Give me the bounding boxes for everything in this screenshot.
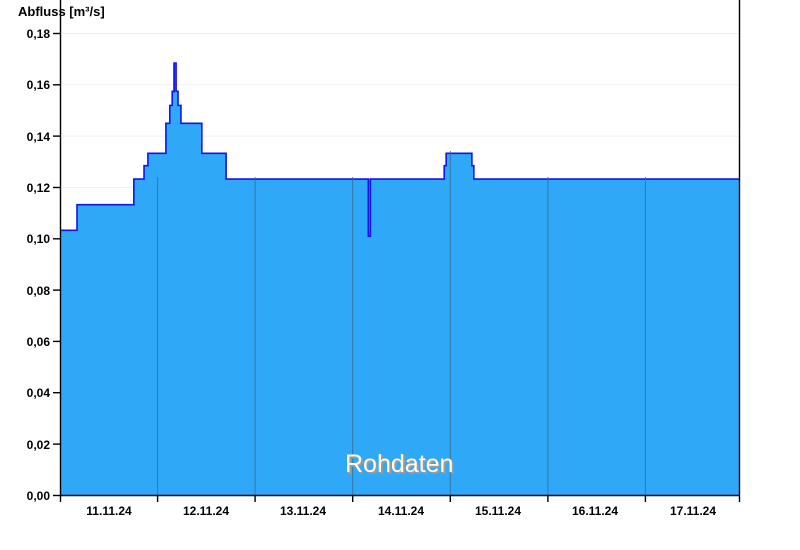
ytick-label-0-14: 0,14 — [26, 130, 50, 144]
xtick-label-14-11-24: 14.11.24 — [377, 504, 425, 518]
ytick-label-0-16: 0,16 — [26, 78, 50, 92]
xtick-label-12-11-24: 12.11.24 — [182, 504, 230, 518]
xtick-label-15-11-24: 15.11.24 — [474, 504, 522, 518]
ytick-label-0-08: 0,08 — [26, 284, 50, 298]
y-axis-ticks — [53, 32, 60, 497]
xtick-label-17-11-24: 17.11.24 — [669, 504, 717, 518]
ytick-label-0-12: 0,12 — [26, 181, 50, 195]
day-separator-lines — [157, 151, 646, 495]
ytick-label-0-18: 0,18 — [26, 27, 50, 41]
xtick-label-16-11-24: 16.11.24 — [571, 504, 619, 518]
chart-axis-title: Abfluss [m³/s] — [18, 4, 105, 19]
chart-axes — [59, 0, 741, 497]
xtick-label-11-11-24: 11.11.24 — [86, 504, 132, 518]
xtick-label-13-11-24: 13.11.24 — [279, 504, 327, 518]
ytick-label-0-10: 0,10 — [26, 232, 50, 246]
x-axis-ticks — [59, 495, 741, 502]
series-area-fill — [60, 63, 740, 495]
series-abfluss — [60, 62, 740, 495]
ytick-label-0-00: 0,00 — [26, 489, 50, 503]
series-step-line — [60, 62, 740, 238]
ytick-label-0-06: 0,06 — [26, 335, 50, 349]
ytick-label-0-04: 0,04 — [26, 386, 50, 400]
ytick-label-0-02: 0,02 — [26, 438, 50, 452]
